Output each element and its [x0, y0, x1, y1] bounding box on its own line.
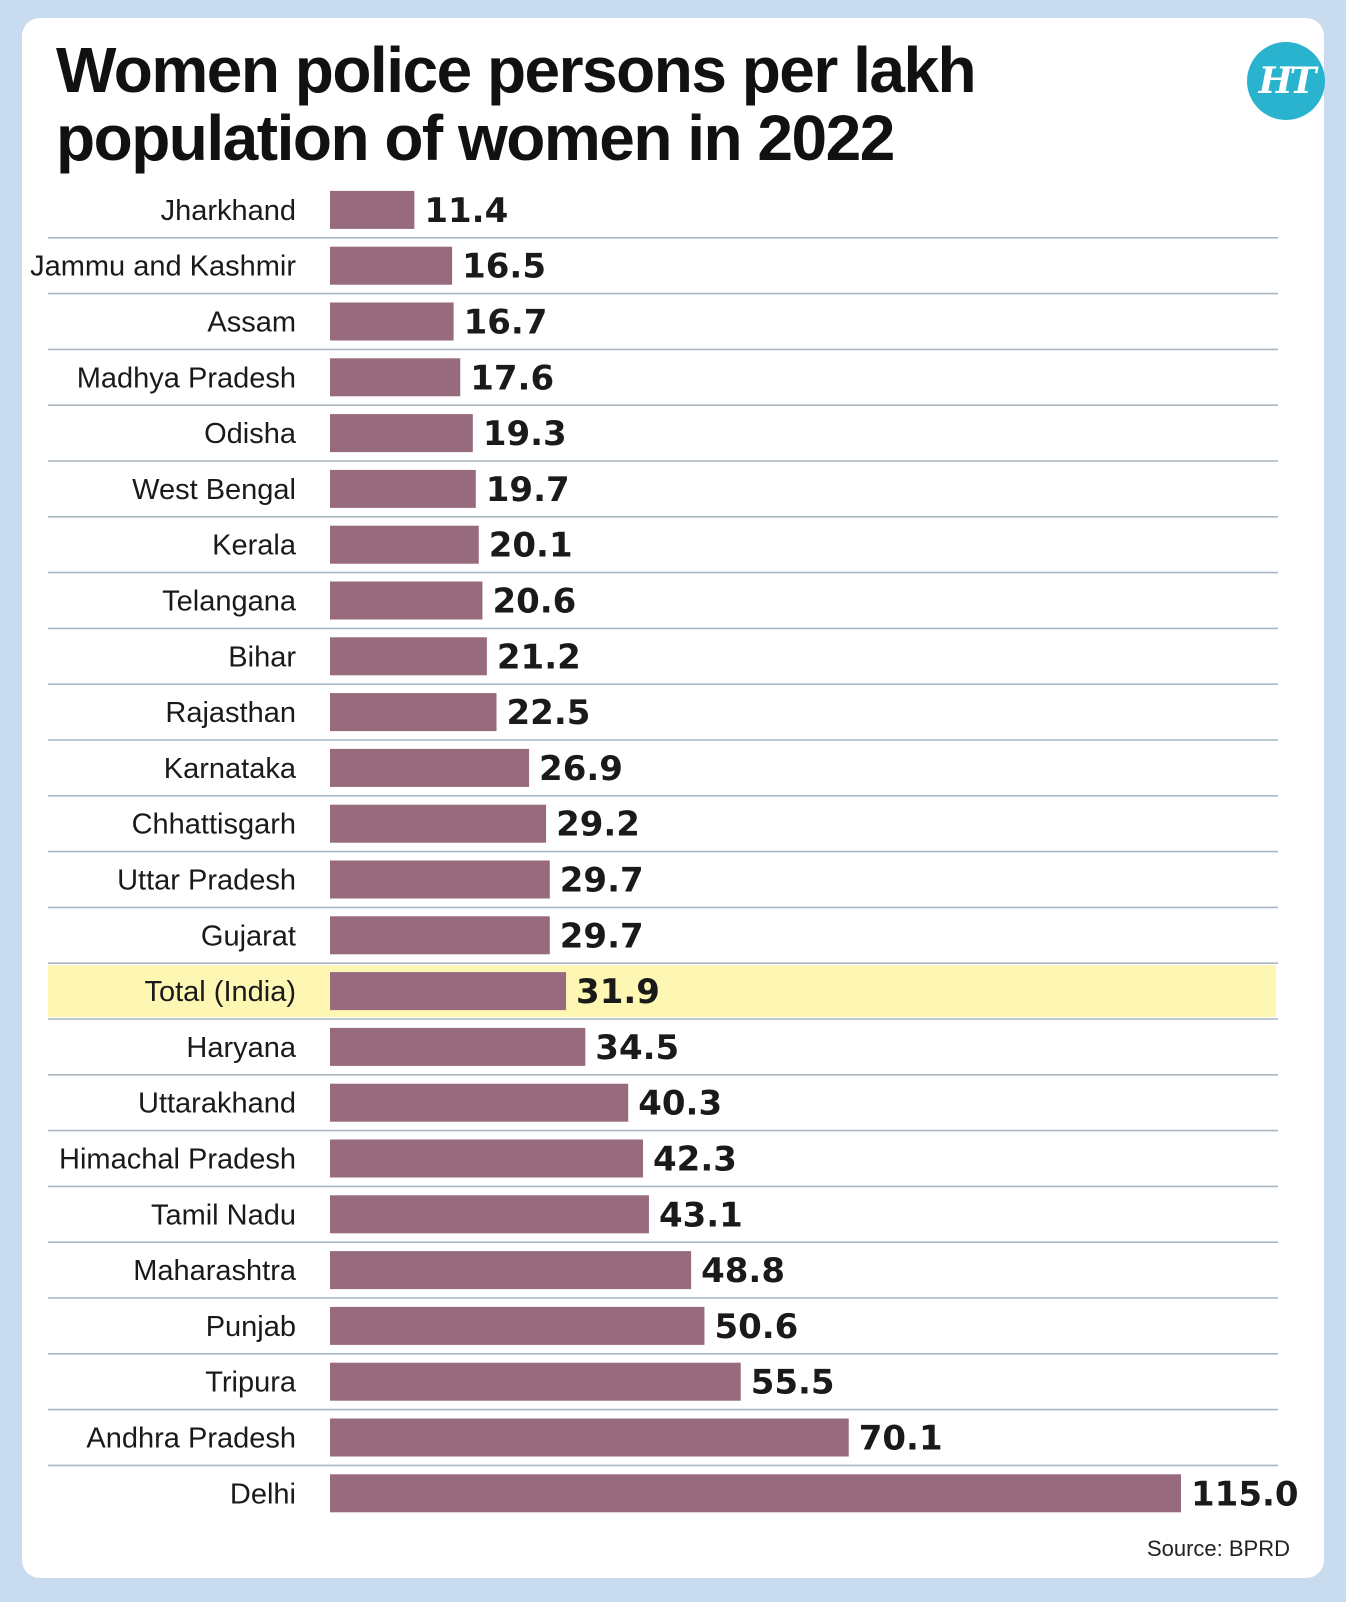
category-label: Karnataka	[164, 753, 297, 785]
value-label: 70.1	[859, 1419, 943, 1459]
category-label: West Bengal	[132, 474, 296, 506]
value-label: 42.3	[653, 1140, 737, 1180]
value-label: 19.7	[486, 470, 570, 510]
category-label: Tripura	[205, 1367, 297, 1399]
category-label: Telangana	[162, 586, 297, 618]
category-label: Punjab	[206, 1311, 296, 1343]
value-label: 26.9	[539, 749, 623, 789]
bar	[330, 1139, 644, 1178]
value-label: 22.5	[507, 693, 591, 733]
bar	[330, 414, 473, 453]
bar	[330, 748, 530, 787]
category-label: Uttar Pradesh	[117, 865, 296, 897]
category-label: Delhi	[230, 1478, 296, 1510]
category-label: Chhattisgarh	[132, 809, 296, 841]
category-label: Tamil Nadu	[151, 1199, 296, 1231]
value-label: 34.5	[595, 1028, 679, 1068]
category-label: Himachal Pradesh	[59, 1144, 296, 1176]
bar	[330, 525, 479, 564]
category-label: Jammu and Kashmir	[30, 251, 296, 283]
bar	[330, 1195, 649, 1234]
bar	[330, 1083, 629, 1122]
value-label: 29.2	[556, 805, 640, 845]
bar	[330, 1362, 741, 1401]
bar	[330, 1251, 692, 1290]
value-label: 50.6	[714, 1307, 798, 1347]
bar	[330, 693, 497, 732]
value-label: 17.6	[470, 358, 554, 398]
value-label: 55.5	[751, 1363, 835, 1403]
value-label: 29.7	[560, 916, 644, 956]
category-label: Assam	[207, 307, 296, 339]
category-label: Bihar	[228, 641, 296, 673]
bar	[330, 1027, 586, 1066]
bar	[330, 637, 487, 676]
value-label: 29.7	[560, 861, 644, 901]
value-label: 31.9	[576, 972, 660, 1012]
bar	[330, 190, 415, 229]
value-label: 11.4	[424, 191, 508, 231]
value-label: 115.0	[1191, 1474, 1299, 1514]
value-label: 21.2	[497, 637, 581, 677]
value-label: 19.3	[483, 414, 567, 454]
highlight-band	[48, 965, 1276, 1017]
category-label: Odisha	[204, 418, 297, 450]
category-label: Andhra Pradesh	[86, 1423, 296, 1455]
bar	[330, 916, 550, 955]
bar	[330, 804, 547, 843]
value-label: 16.7	[464, 303, 548, 343]
value-label: 16.5	[462, 247, 546, 287]
category-label: Madhya Pradesh	[77, 362, 296, 394]
bar	[330, 860, 550, 899]
bar	[330, 469, 476, 508]
bar	[330, 246, 453, 285]
bar	[330, 1474, 1181, 1513]
ht-logo: HT	[1247, 42, 1325, 120]
category-label: Total (India)	[144, 976, 296, 1008]
bar	[330, 1306, 705, 1345]
value-label: 48.8	[701, 1251, 785, 1291]
category-label: Jharkhand	[161, 195, 296, 227]
category-label: Haryana	[186, 1032, 296, 1064]
value-label: 43.1	[659, 1195, 743, 1235]
category-label: Maharashtra	[133, 1255, 297, 1287]
bar	[330, 581, 483, 620]
chart-title: Women police persons per lakh population…	[56, 34, 977, 174]
value-label: 40.3	[638, 1084, 722, 1124]
value-label: 20.1	[489, 526, 573, 566]
category-label: Rajasthan	[165, 697, 296, 729]
value-label: 20.6	[492, 582, 576, 622]
bar	[330, 1418, 849, 1457]
category-label: Kerala	[212, 530, 297, 562]
bar	[330, 358, 461, 397]
source-note: Source: BPRD	[1146, 1536, 1290, 1561]
category-label: Gujarat	[201, 920, 296, 952]
bar	[330, 302, 454, 341]
category-label: Uttarakhand	[138, 1088, 296, 1120]
bar	[330, 972, 567, 1011]
